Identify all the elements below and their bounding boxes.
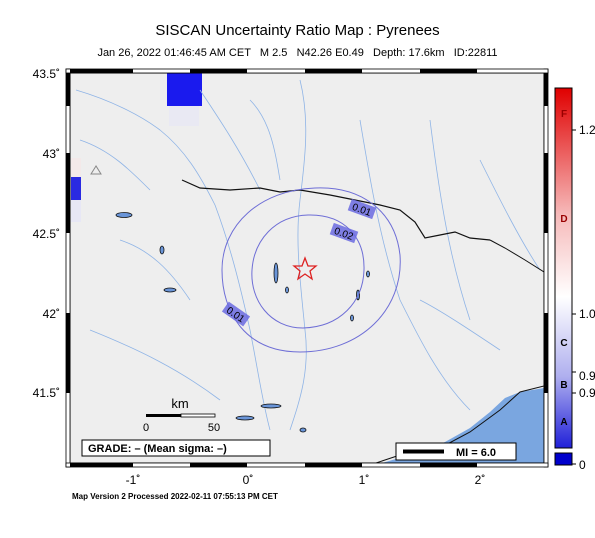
lon-label: 2˚ bbox=[475, 473, 486, 487]
grid-cell bbox=[167, 73, 202, 106]
country-border bbox=[181, 179, 491, 241]
grid-cell bbox=[71, 200, 81, 222]
map-land bbox=[70, 73, 544, 463]
colorbar-letter: B bbox=[560, 380, 567, 391]
lon-label: 1˚ bbox=[359, 473, 370, 487]
lat-label: 43.5˚ bbox=[33, 67, 60, 81]
colorbar: F D C B A 1.2 1.0 0.9 0.9 0 bbox=[554, 87, 595, 472]
colorbar-value: 1.0 bbox=[579, 307, 595, 321]
event-info: Jan 26, 2022 01:46:45 AM CET M 2.5 N42.2… bbox=[97, 47, 498, 59]
lon-label: -1˚ bbox=[126, 473, 141, 487]
grid-cell bbox=[71, 177, 81, 200]
colorbar-letter: D bbox=[560, 214, 567, 225]
svg-text:km: km bbox=[171, 396, 188, 411]
coast bbox=[489, 239, 544, 273]
station-marker bbox=[90, 165, 102, 175]
epicenter-star bbox=[292, 256, 318, 281]
colorbar-letter: C bbox=[560, 338, 567, 349]
colorbar-value: 1.2 bbox=[579, 123, 595, 137]
grade-box: GRADE: – (Mean sigma: –) bbox=[81, 439, 271, 457]
reservoirs bbox=[115, 212, 370, 433]
map-title: SISCAN Uncertainty Ratio Map : Pyrenees bbox=[155, 22, 440, 39]
colorbar-letter: F bbox=[561, 109, 567, 120]
lat-label: 41.5˚ bbox=[33, 386, 60, 400]
contours bbox=[221, 187, 401, 353]
lat-label: 42.5˚ bbox=[33, 227, 60, 241]
svg-text:GRADE: – (Mean sigma: –): GRADE: – (Mean sigma: –) bbox=[88, 443, 227, 455]
colorbar-value: 0 bbox=[579, 458, 586, 472]
svg-text:50: 50 bbox=[208, 422, 220, 434]
scale-bar: km 0 50 bbox=[143, 396, 220, 434]
mi-legend: MI = 6.0 bbox=[395, 442, 517, 461]
colorbar-value: 0.9 bbox=[579, 386, 595, 400]
rivers bbox=[75, 79, 541, 431]
svg-text:0: 0 bbox=[143, 422, 149, 434]
lat-label: 43˚ bbox=[43, 147, 60, 161]
grid-cell bbox=[169, 106, 199, 126]
lon-label: 0˚ bbox=[243, 473, 254, 487]
grid-cell bbox=[71, 158, 81, 177]
colorbar-letter: A bbox=[560, 417, 567, 428]
svg-text:MI = 6.0: MI = 6.0 bbox=[456, 447, 496, 459]
lat-label: 42˚ bbox=[43, 307, 60, 321]
colorbar-value: 0.9 bbox=[579, 369, 595, 383]
map-version-footer: Map Version 2 Processed 2022-02-11 07:55… bbox=[72, 492, 278, 501]
frame-ticks bbox=[65, 68, 549, 468]
